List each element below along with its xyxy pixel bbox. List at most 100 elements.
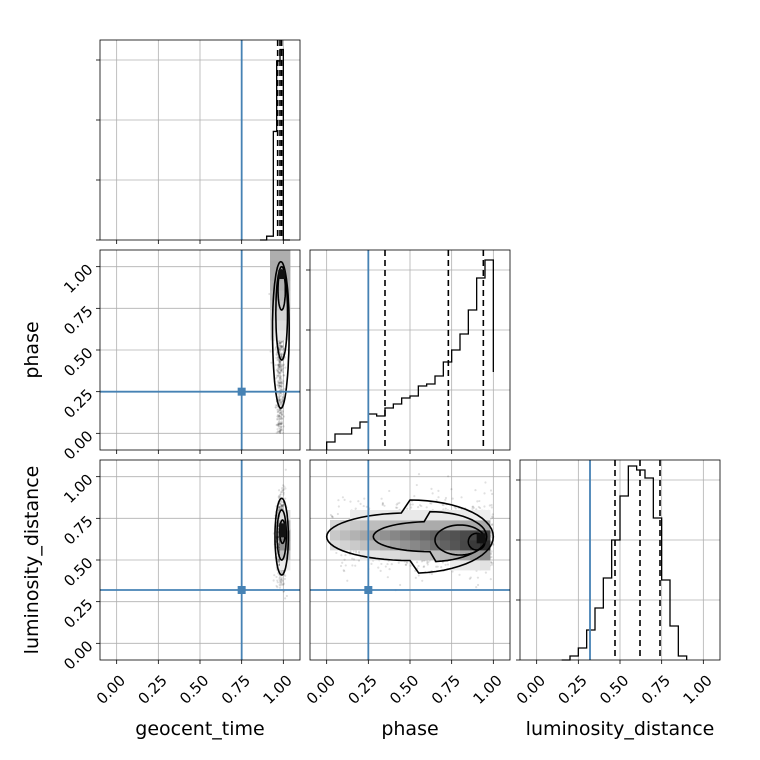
density-cell xyxy=(380,520,391,531)
sample-point xyxy=(405,563,408,566)
sample-point xyxy=(280,340,283,344)
sample-point xyxy=(280,367,283,370)
sample-point xyxy=(351,557,354,560)
sample-point xyxy=(386,576,389,579)
density-cell xyxy=(360,540,371,551)
x-tick-label: 0.00 xyxy=(303,671,339,707)
sample-point xyxy=(281,504,284,507)
sample-point xyxy=(357,559,361,562)
density-cell xyxy=(440,510,451,521)
sample-point xyxy=(280,409,283,412)
sample-point xyxy=(276,408,279,411)
sample-point xyxy=(352,550,355,553)
sample-point xyxy=(278,396,281,400)
sample-point xyxy=(414,569,417,572)
histogram-steps xyxy=(326,259,494,450)
x-tick-label: 0.50 xyxy=(386,671,422,707)
sample-point xyxy=(282,582,286,585)
sample-point xyxy=(280,355,283,358)
sample-point xyxy=(277,545,281,548)
sample-point xyxy=(274,363,277,367)
sample-point xyxy=(491,523,494,526)
sample-point xyxy=(475,508,478,511)
sample-point xyxy=(277,422,281,425)
sample-point xyxy=(280,340,283,344)
sample-point xyxy=(442,508,445,511)
sample-point xyxy=(284,468,287,471)
sample-point xyxy=(278,399,281,403)
density-cell xyxy=(270,250,281,261)
histogram-panel-phase xyxy=(306,249,511,454)
sample-point xyxy=(279,408,282,412)
density-cell xyxy=(470,510,481,521)
sample-point xyxy=(278,384,281,387)
sample-point xyxy=(278,547,281,550)
sample-point xyxy=(279,400,282,404)
sample-point xyxy=(278,347,281,351)
sample-point xyxy=(275,374,278,377)
contour-line xyxy=(372,510,488,563)
sample-point xyxy=(276,383,279,386)
sample-point xyxy=(277,342,280,345)
sample-point xyxy=(278,586,282,589)
sample-point xyxy=(277,359,280,362)
x-tick-label: 0.25 xyxy=(344,671,380,707)
sample-point xyxy=(277,560,280,563)
sample-point xyxy=(451,570,454,573)
sample-point xyxy=(278,367,281,370)
sample-point xyxy=(346,579,349,582)
density-cell xyxy=(400,510,411,521)
sample-point xyxy=(276,423,280,426)
sample-point xyxy=(281,400,284,403)
sample-point xyxy=(279,493,282,496)
sample-point xyxy=(278,507,281,510)
sample-point xyxy=(396,502,399,505)
sample-point xyxy=(349,550,352,553)
sample-point xyxy=(281,397,284,400)
y-tick-label: 0.00 xyxy=(60,637,96,673)
density-cell xyxy=(330,520,341,531)
sample-point xyxy=(278,576,281,580)
sample-point xyxy=(280,353,283,356)
sample-point xyxy=(280,505,283,508)
sample-point xyxy=(284,366,287,369)
density-cell xyxy=(390,540,401,551)
sample-point xyxy=(274,377,277,380)
sample-point xyxy=(354,507,357,510)
sample-point xyxy=(281,400,284,403)
sample-point xyxy=(277,374,280,377)
sample-point xyxy=(339,564,343,568)
sample-point xyxy=(340,554,343,557)
sample-point xyxy=(277,531,280,534)
sample-point xyxy=(280,402,283,405)
sample-point xyxy=(278,418,281,421)
sample-point xyxy=(280,364,283,368)
density-cell xyxy=(440,530,451,541)
sample-point xyxy=(410,506,413,509)
sample-point xyxy=(282,489,285,492)
sample-point xyxy=(283,577,286,581)
sample-point xyxy=(280,353,283,357)
sample-point xyxy=(276,392,279,395)
sample-point xyxy=(279,380,283,383)
sample-point xyxy=(278,417,281,420)
sample-point xyxy=(279,423,282,426)
sample-point xyxy=(276,415,279,418)
sample-point xyxy=(405,560,408,564)
sample-point xyxy=(420,504,423,508)
sample-point xyxy=(444,507,447,510)
sample-point xyxy=(279,425,282,428)
sample-point xyxy=(277,535,280,539)
sample-point xyxy=(469,576,472,579)
density-cell xyxy=(340,540,351,551)
density-peak xyxy=(278,270,286,279)
sample-point xyxy=(280,422,283,425)
sample-point xyxy=(386,562,389,566)
sample-point xyxy=(276,415,279,418)
sample-point xyxy=(471,505,475,508)
sample-point xyxy=(450,488,453,491)
sample-point xyxy=(279,344,282,347)
sample-point xyxy=(278,412,281,415)
sample-point xyxy=(280,421,283,424)
sample-point xyxy=(277,366,280,369)
